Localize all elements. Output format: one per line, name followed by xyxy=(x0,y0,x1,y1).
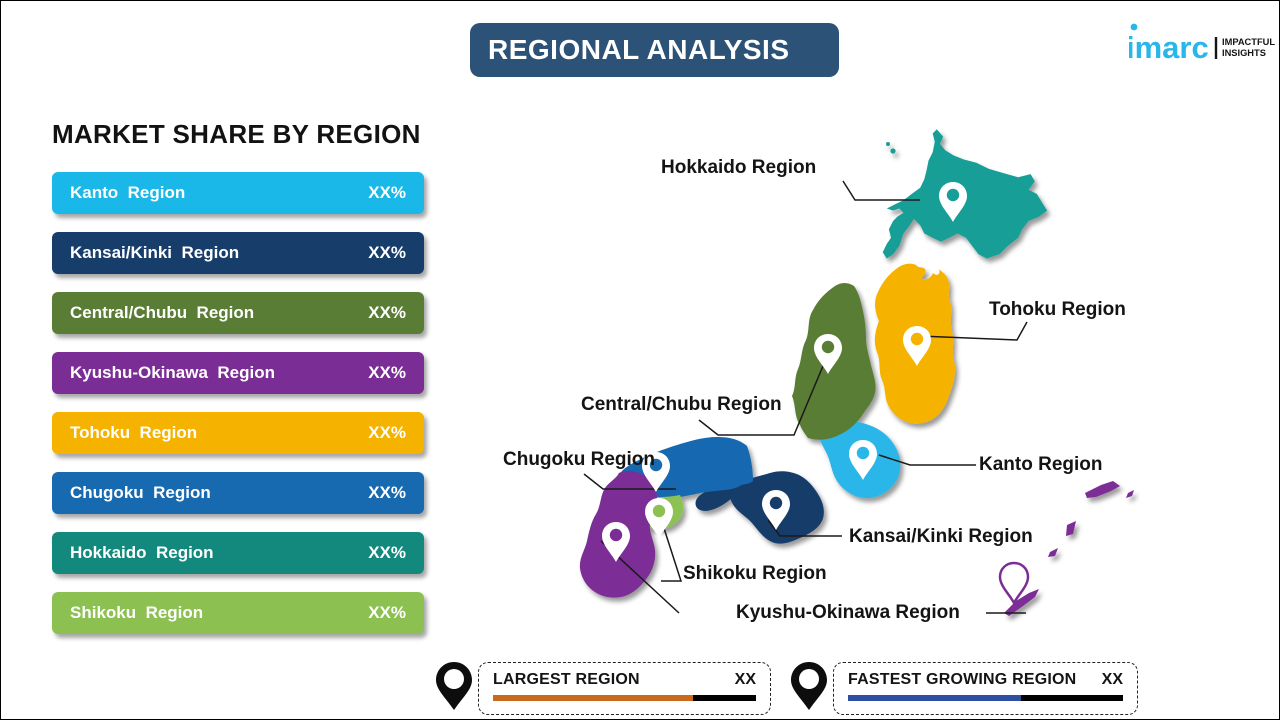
svg-text:Kanto Region: Kanto Region xyxy=(979,454,1103,475)
svg-text:Hokkaido Region: Hokkaido Region xyxy=(661,157,816,178)
svg-text:Chugoku Region: Chugoku Region xyxy=(503,449,655,470)
svg-text:Central/Chubu Region: Central/Chubu Region xyxy=(581,394,782,415)
svg-text:Kansai/Kinki Region: Kansai/Kinki Region xyxy=(849,526,1033,547)
svg-text:Tohoku Region: Tohoku Region xyxy=(989,299,1126,320)
svg-text:Shikoku Region: Shikoku Region xyxy=(683,563,827,584)
svg-text:Kyushu-Okinawa Region: Kyushu-Okinawa Region xyxy=(736,602,960,623)
